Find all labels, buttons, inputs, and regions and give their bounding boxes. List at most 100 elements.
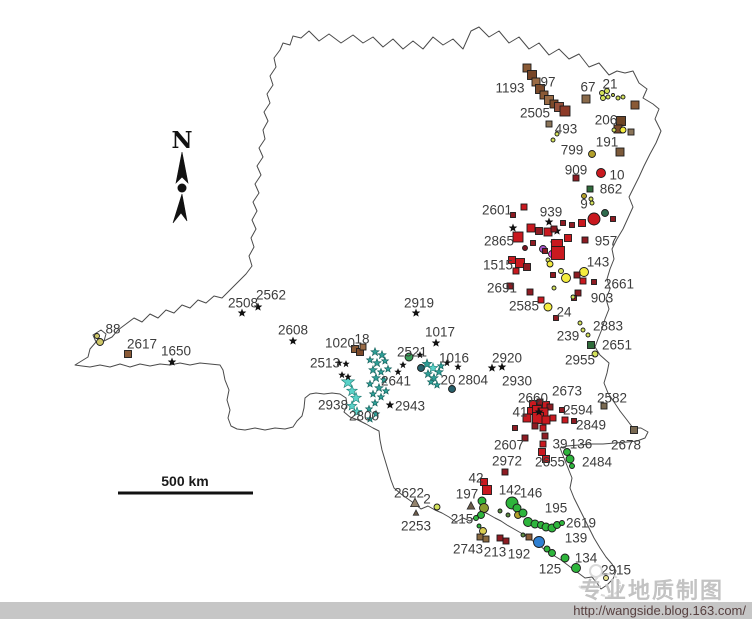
sample-label-2930: 2930 <box>502 374 532 389</box>
map-symbol-tr <box>409 497 421 508</box>
map-symbol-sq <box>627 128 635 136</box>
sample-label-2673: 2673 <box>552 384 582 399</box>
sample-label-142: 142 <box>499 483 522 498</box>
map-symbol-ci <box>548 549 556 557</box>
sample-label-67: 67 <box>580 80 595 95</box>
sample-label-2800: 2800 <box>349 409 379 424</box>
sample-label-1650: 1650 <box>161 344 191 359</box>
sample-label-2484: 2484 <box>582 455 613 470</box>
map-symbol-st <box>335 359 343 367</box>
sample-label-2585: 2585 <box>509 299 539 314</box>
sample-label-191: 191 <box>596 135 619 150</box>
map-symbol-sq <box>578 219 586 227</box>
map-symbol-ci <box>570 294 576 300</box>
map-symbol-sq <box>581 236 589 244</box>
sample-label-2661: 2661 <box>604 277 634 292</box>
map-symbol-sq <box>616 116 626 126</box>
map-symbol-st <box>427 362 439 373</box>
map-symbol-ci <box>585 332 591 338</box>
map-symbol-tr <box>412 509 420 516</box>
sample-label-39: 39 <box>552 437 567 452</box>
sample-label-2562: 2562 <box>256 288 286 303</box>
map-symbol-sq <box>538 448 546 456</box>
map-symbol-ci <box>417 364 425 372</box>
map-symbol-st <box>288 336 298 345</box>
sample-label-2: 2 <box>423 492 431 507</box>
sample-label-213: 213 <box>484 545 507 560</box>
map-symbol-st <box>370 398 380 407</box>
map-symbol-ci <box>601 209 609 217</box>
map-symbol-st <box>421 358 433 369</box>
map-symbol-sq <box>522 413 532 423</box>
map-symbol-sq <box>539 424 547 432</box>
map-symbol-sq <box>502 537 510 545</box>
map-symbol-st <box>411 308 421 317</box>
map-symbol-ci <box>94 333 100 339</box>
map-symbol-ci <box>615 95 621 101</box>
sample-label-2651: 2651 <box>602 338 632 353</box>
map-symbol-sq <box>551 246 565 260</box>
map-symbol-sq <box>550 225 558 233</box>
scale-bar: 500 km <box>118 473 253 495</box>
map-symbol-ci <box>559 520 565 526</box>
map-symbol-ci <box>554 131 560 137</box>
map-symbol-sq <box>124 350 132 358</box>
map-symbol-sq <box>482 485 492 495</box>
country-border <box>74 26 662 590</box>
north-arrow-top-blade <box>175 151 189 184</box>
map-symbol-st <box>371 409 381 418</box>
map-symbol-st <box>368 389 378 398</box>
north-arrow-dot <box>177 183 187 193</box>
sample-label-136: 136 <box>570 437 593 452</box>
map-symbol-ci <box>589 200 595 206</box>
map-symbol-st <box>344 373 352 381</box>
map-symbol-ci <box>620 94 626 100</box>
sample-label-42: 42 <box>468 471 483 486</box>
watermark-url-bar: http://wangside.blog.163.com/ <box>0 602 752 619</box>
map-symbol-ci <box>550 137 556 143</box>
sample-label-146: 146 <box>520 486 543 501</box>
sample-label-862: 862 <box>600 182 623 197</box>
map-symbol-sq <box>359 343 367 351</box>
sample-label-2513: 2513 <box>310 356 340 371</box>
sample-label-1515: 1515 <box>483 258 513 273</box>
map-symbol-ci <box>588 150 596 158</box>
sample-label-2582: 2582 <box>597 391 627 406</box>
map-symbol-sq <box>531 422 539 430</box>
map-symbol-sq <box>561 416 569 424</box>
map-symbol-sq <box>559 105 571 117</box>
sample-label-2943: 2943 <box>395 399 425 414</box>
map-symbol-ci <box>581 193 587 199</box>
sample-label-1020: 1020 <box>325 336 355 351</box>
map-symbol-sq <box>521 434 529 442</box>
map-symbol-st <box>394 368 402 376</box>
map-symbol-st <box>342 360 350 368</box>
watermark-url-text: http://wangside.blog.163.com/ <box>573 603 746 618</box>
sample-label-2849: 2849 <box>576 418 606 433</box>
map-symbol-sq <box>506 282 514 290</box>
sample-label-10: 10 <box>609 168 624 183</box>
map-symbol-st <box>346 400 358 411</box>
sample-label-2601: 2601 <box>482 203 512 218</box>
sample-label-215: 215 <box>451 512 474 527</box>
map-symbol-st <box>351 406 363 417</box>
map-symbol-ci <box>565 454 575 464</box>
sample-label-2505: 2505 <box>520 106 550 121</box>
map-symbol-ci <box>546 260 554 268</box>
map-symbol-sq <box>569 222 575 228</box>
map-symbol-sq <box>581 94 591 104</box>
sample-label-909: 909 <box>565 163 588 178</box>
map-symbol-sq <box>572 174 580 182</box>
sample-label-2678: 2678 <box>611 438 641 453</box>
map-symbol-sq <box>573 271 581 279</box>
sample-label-2594: 2594 <box>563 403 594 418</box>
sample-label-2641: 2641 <box>381 374 411 389</box>
map-symbol-sq <box>496 534 504 542</box>
sample-label-1016: 1016 <box>439 351 469 366</box>
sample-label-2619: 2619 <box>566 516 596 531</box>
map-symbol-ci <box>477 511 485 519</box>
sample-label-903: 903 <box>591 291 614 306</box>
